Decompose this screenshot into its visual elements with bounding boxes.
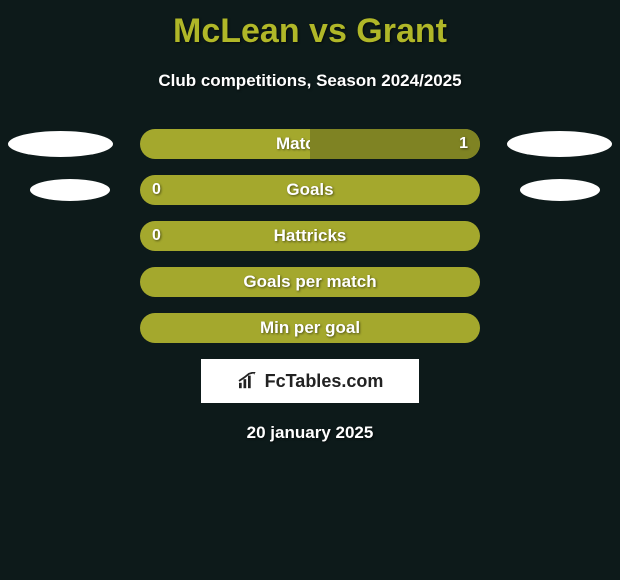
stat-row-hattricks: 0 Hattricks (0, 221, 620, 251)
stat-label: Goals (286, 180, 333, 200)
stat-bar-mpg: Min per goal (140, 313, 480, 343)
stat-label: Hattricks (274, 226, 347, 246)
stats-container: Matches 1 0 Goals 0 Hattricks Goals per … (0, 129, 620, 343)
stat-label: Min per goal (260, 318, 360, 338)
date-label: 20 january 2025 (0, 423, 620, 443)
stat-value-left: 0 (152, 181, 161, 199)
stat-bar-goals: 0 Goals (140, 175, 480, 205)
avatar-ellipse-left (30, 179, 110, 201)
stat-row-goals: 0 Goals (0, 175, 620, 205)
stat-row-matches: Matches 1 (0, 129, 620, 159)
stat-bar-gpm: Goals per match (140, 267, 480, 297)
logo-text: FcTables.com (265, 371, 384, 392)
stat-bar-hattricks: 0 Hattricks (140, 221, 480, 251)
stat-row-gpm: Goals per match (0, 267, 620, 297)
stat-bar-matches: Matches 1 (140, 129, 480, 159)
chart-icon (237, 372, 259, 390)
fctables-logo[interactable]: FcTables.com (201, 359, 419, 403)
stat-row-mpg: Min per goal (0, 313, 620, 343)
avatar-ellipse-left (8, 131, 113, 157)
avatar-ellipse-right (520, 179, 600, 201)
subtitle: Club competitions, Season 2024/2025 (0, 71, 620, 91)
avatar-ellipse-right (507, 131, 612, 157)
bar-fill-right (310, 129, 480, 159)
stat-value-left: 0 (152, 227, 161, 245)
page-title: McLean vs Grant (0, 0, 620, 51)
stat-label: Goals per match (243, 272, 376, 292)
stat-value-right: 1 (459, 135, 468, 153)
